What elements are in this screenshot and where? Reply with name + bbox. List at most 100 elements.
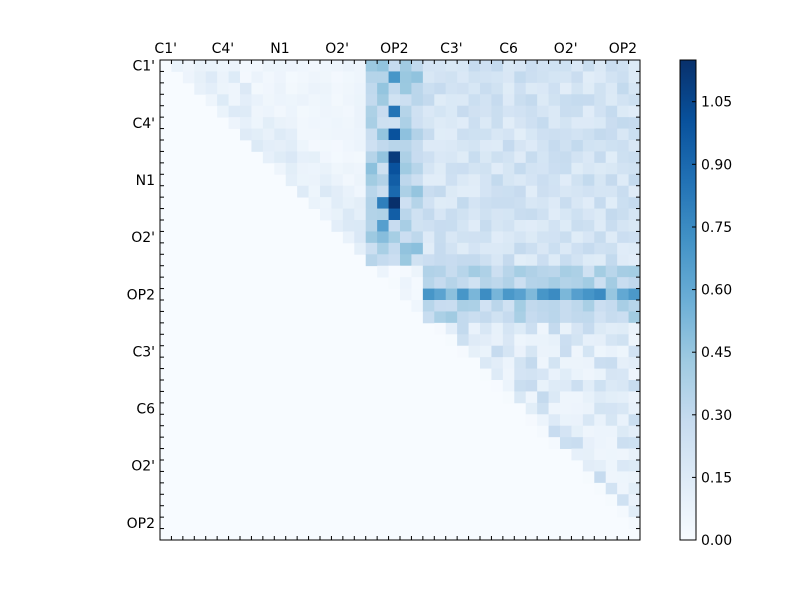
heatmap-cell [582,162,595,175]
heatmap-cell [617,140,629,152]
heatmap-cell [628,71,641,84]
heatmap-cell [548,300,561,312]
heatmap-cell [491,380,504,392]
heatmap-cell [491,254,504,267]
heatmap-cell [445,105,458,118]
heatmap-cell [308,82,321,95]
heatmap-cell [400,288,412,301]
heatmap-cell [605,311,618,324]
heatmap-cell [605,162,618,175]
heatmap-cell [251,105,264,118]
heatmap-cell [571,60,584,72]
heatmap-cell [388,208,401,221]
heatmap-cell [377,254,389,267]
heatmap-cell [560,265,572,278]
heatmap-cell [434,311,447,324]
heatmap-cell [365,162,378,175]
heatmap-cell [628,345,641,358]
heatmap-cell [342,82,355,95]
heatmap-cell [457,71,469,84]
heatmap-cell [548,380,561,392]
heatmap-cell [571,220,584,232]
heatmap-cell [571,162,584,175]
heatmap-cell [628,231,641,244]
heatmap-cell [457,231,469,244]
heatmap-cell [594,140,607,152]
heatmap-cell [594,437,607,449]
heatmap-cell [617,391,629,404]
heatmap-cell [514,231,527,244]
colorbar-tick-label: 0.00 [701,533,732,549]
heatmap-cell [308,71,321,84]
heatmap-cell [445,162,458,175]
heatmap-cell [468,242,481,255]
heatmap-cell [377,185,389,198]
heatmap-cell [354,105,367,118]
heatmap-cell [502,311,515,324]
heatmap-cell [331,140,344,152]
heatmap-cell [434,208,447,221]
heatmap-cell [411,94,424,107]
heatmap-cell [342,105,355,118]
heatmap-cell [628,380,641,392]
heatmap-cell [342,60,355,72]
heatmap-cell [525,311,538,324]
heatmap-cell [537,402,549,415]
heatmap-cell [617,482,629,495]
heatmap-cell [502,322,515,335]
heatmap-cell [514,208,527,221]
heatmap-cell [571,448,584,461]
heatmap-cell [342,231,355,244]
heatmap-cell [491,311,504,324]
y-tick-label: O2' [131,230,155,246]
heatmap-cell [457,220,469,232]
heatmap-cell [422,82,435,95]
heatmap-cell [365,71,378,84]
heatmap-cell [457,254,469,267]
heatmap-cell [594,128,607,141]
heatmap-cell [480,208,492,221]
heatmap-cell [320,208,332,221]
heatmap-cell [502,242,515,255]
heatmap-cell [434,300,447,312]
heatmap-cell [194,82,207,95]
heatmap-cell [560,117,572,129]
heatmap-cell [560,368,572,381]
heatmap-cell [582,300,595,312]
heatmap-cell [308,117,321,129]
heatmap-cell [320,105,332,118]
heatmap-cell [537,391,549,404]
heatmap-cell [582,345,595,358]
heatmap-cell [502,368,515,381]
heatmap-cell [434,197,447,209]
heatmap-cell [582,402,595,415]
heatmap-cell [617,82,629,95]
heatmap-cell [457,117,469,129]
heatmap-cell [388,174,401,187]
heatmap-cell [502,140,515,152]
heatmap-cell [571,105,584,118]
heatmap-cell [480,71,492,84]
heatmap-cell [571,174,584,187]
heatmap-cell [205,71,218,84]
heatmap-cell [571,265,584,278]
heatmap-cell [560,414,572,427]
heatmap-cell [582,437,595,449]
heatmap-cell [502,117,515,129]
heatmap-cell [525,288,538,301]
heatmap-cell [251,128,264,141]
heatmap-cell [548,414,561,427]
heatmap-cell [617,174,629,187]
heatmap-cell [388,82,401,95]
heatmap-cell [582,425,595,438]
heatmap-cell [571,277,584,289]
heatmap-cell [617,368,629,381]
heatmap-cell [365,231,378,244]
heatmap-cell [377,151,389,164]
heatmap-cell [377,265,389,278]
heatmap-cell [480,357,492,369]
heatmap-cell [445,140,458,152]
heatmap-cell [274,71,287,84]
heatmap-cell [617,505,629,518]
heatmap-cell [537,140,549,152]
